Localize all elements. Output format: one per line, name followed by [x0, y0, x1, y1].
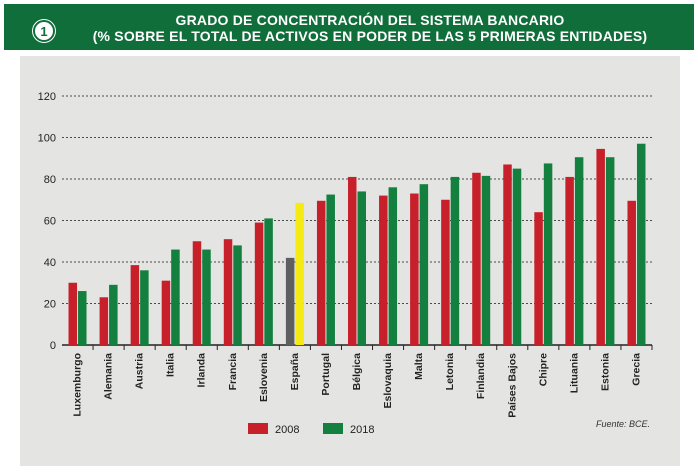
- chart-title-line1: GRADO DE CONCENTRACIÓN DEL SISTEMA BANCA…: [175, 12, 565, 28]
- bar-2018: [450, 176, 460, 345]
- bar-2018: [636, 143, 646, 345]
- legend-swatch-2008: [248, 423, 268, 434]
- bar-2008: [534, 212, 543, 345]
- bar-2008: [472, 172, 481, 345]
- bar-2008: [565, 176, 574, 345]
- source-note: Fuente: BCE.: [596, 419, 651, 429]
- bar-2008: [627, 200, 636, 345]
- bar-2008: [161, 280, 171, 345]
- x-tick-label: Chipre: [537, 353, 549, 386]
- bar-2008: [503, 164, 512, 345]
- bar-2018: [357, 191, 366, 345]
- x-tick-label: Malta: [413, 353, 425, 380]
- y-tick-label: 100: [38, 133, 56, 145]
- legend-label-2018: 2018: [350, 424, 374, 436]
- bar-2018: [326, 194, 335, 345]
- bar-2008: [441, 199, 450, 345]
- bar-2008: [379, 195, 388, 345]
- chart-header: [4, 4, 694, 50]
- y-tick-label: 0: [50, 340, 56, 352]
- chart-title: GRADO DE CONCENTRACIÓN DEL SISTEMA BANCA…: [60, 12, 680, 44]
- x-tick-label: Eslovenia: [258, 353, 270, 402]
- x-tick-label: Países Bajos: [506, 353, 518, 418]
- bar-2018: [264, 218, 273, 345]
- x-tick-label: España: [289, 353, 301, 391]
- x-tick-label: Bélgica: [351, 353, 363, 391]
- x-tick-label: Estonia: [599, 353, 611, 391]
- bar-2018: [295, 202, 304, 345]
- x-tick-label: Austria: [134, 353, 146, 389]
- x-tick-label: Grecia: [630, 353, 642, 386]
- x-tick-label: Portugal: [320, 353, 332, 396]
- bar-2018: [574, 157, 584, 345]
- y-tick-label: 80: [44, 174, 56, 186]
- bar-2018: [543, 163, 553, 345]
- x-tick-label: Alemania: [103, 353, 115, 400]
- bar-2018: [140, 270, 149, 345]
- x-tick-label: Letonia: [444, 353, 456, 390]
- x-tick-label: Irlanda: [196, 353, 208, 388]
- bar-2018: [109, 284, 118, 345]
- bar-2008: [596, 148, 605, 345]
- bar-2008: [99, 297, 109, 345]
- y-tick-label: 40: [44, 257, 56, 269]
- figure-number-badge: 1: [33, 20, 55, 42]
- bar-2018: [512, 168, 522, 345]
- bar-2008: [285, 257, 295, 345]
- chart-subtitle: (% SOBRE EL TOTAL DE ACTIVOS EN PODER DE…: [92, 28, 648, 44]
- bar-2008: [348, 176, 357, 345]
- bar-2018: [481, 175, 491, 345]
- x-tick-label: Luxemburgo: [72, 353, 84, 417]
- bar-2018: [605, 157, 615, 345]
- y-tick-label: 120: [38, 91, 56, 103]
- legend-label-2008: 2008: [275, 424, 299, 436]
- bar-2018: [233, 245, 242, 345]
- bar-2018: [419, 184, 429, 345]
- x-tick-label: Italia: [165, 353, 177, 377]
- bar-2008: [223, 239, 233, 345]
- bar-2018: [202, 249, 211, 345]
- y-tick-label: 60: [44, 216, 56, 228]
- y-tick-label: 20: [44, 299, 56, 311]
- x-tick-label: Francia: [227, 353, 239, 391]
- bar-2018: [171, 249, 180, 345]
- x-tick-label: Eslovaquia: [382, 353, 394, 409]
- bar-2008: [130, 265, 140, 345]
- x-tick-label: Finlandia: [475, 353, 487, 399]
- bar-2008: [316, 200, 326, 345]
- bar-2008: [254, 222, 264, 345]
- bar-2008: [192, 241, 202, 345]
- bar-2018: [78, 291, 87, 345]
- bar-2008: [410, 193, 419, 345]
- legend-swatch-2018: [323, 423, 343, 434]
- bar-2008: [68, 282, 78, 345]
- bar-2018: [388, 187, 398, 345]
- x-tick-label: Lituania: [568, 353, 580, 393]
